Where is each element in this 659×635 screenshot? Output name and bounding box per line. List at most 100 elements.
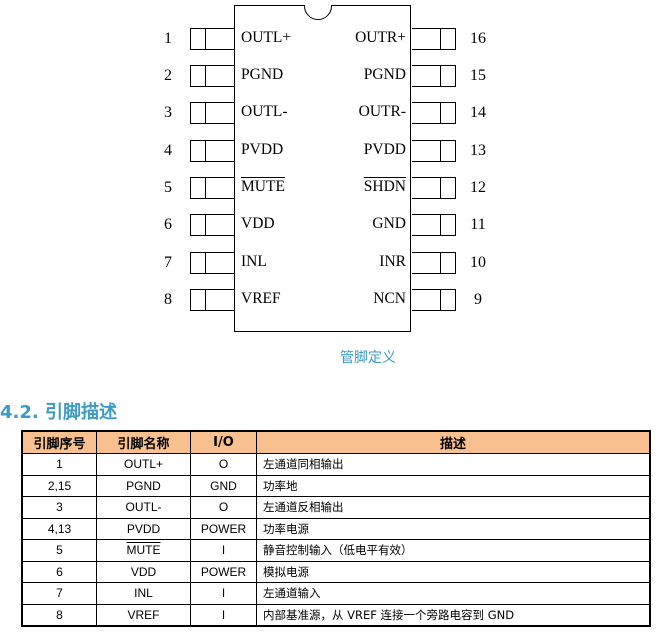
pin-lead: [190, 102, 234, 124]
description-cell: 静音控制输入（低电平有效）: [256, 539, 651, 562]
io-cell: I: [190, 603, 257, 627]
pin-number: 8: [164, 291, 172, 308]
pin-lead-divider: [440, 178, 441, 198]
pin-lead: [412, 214, 456, 236]
pin-number-cell: 3: [21, 496, 97, 519]
pin-lead: [412, 252, 456, 274]
cell-text: 左通道同相输出: [263, 457, 344, 472]
diagram-caption: 管脚定义: [340, 350, 396, 366]
pin-number: 15: [470, 67, 486, 84]
pin-label: OUTL-: [241, 103, 288, 120]
pin-name-cell: VREF: [96, 603, 191, 627]
pin-lead: [190, 252, 234, 274]
pin-number: 9: [474, 291, 482, 308]
pin-label: PGND: [241, 66, 284, 83]
cell-text: POWER: [200, 521, 247, 536]
pin-lead-divider: [205, 29, 206, 49]
pin-label: VDD: [241, 215, 275, 232]
cell-text: 内部基准源，从 VREF 连接一个旁路电容到 GND: [263, 607, 515, 622]
cell-text: O: [218, 457, 229, 472]
cell-text: 左通道输入: [263, 586, 321, 601]
pin-label: SHDN: [363, 178, 406, 195]
cell-text: 3: [56, 500, 63, 515]
pin-number: 3: [164, 104, 172, 121]
pin-name-cell: INL: [96, 582, 191, 605]
chip-body: [234, 5, 411, 332]
pin-lead: [412, 102, 456, 124]
cell-text: 7: [56, 586, 63, 601]
cell-text: I: [221, 543, 226, 558]
io-cell: I: [190, 582, 257, 605]
description-cell: 模拟电源: [256, 560, 651, 583]
cell-text: OUTL+: [123, 457, 163, 472]
pin-lead: [190, 65, 234, 87]
pin-number: 14: [470, 104, 486, 121]
pin-name-cell: VDD: [96, 560, 191, 583]
io-cell: I: [190, 539, 257, 562]
pin-lead-divider: [205, 290, 206, 310]
io-cell: O: [190, 496, 257, 519]
pin-label: GND: [372, 215, 406, 232]
pin-table: 引脚序号 引脚名称 I/O 描述 1 OUTL+ O 左通道同相输出 2,15 PGND G…: [21, 430, 651, 627]
description-cell: 左通道同相输出: [256, 453, 651, 476]
pin-label: NCN: [373, 290, 406, 307]
pin-number: 13: [470, 142, 486, 159]
description-cell: 左通道反相输出: [256, 496, 651, 519]
cell-text: I: [221, 607, 226, 622]
pin-label: PVDD: [363, 141, 406, 158]
description-cell: 左通道输入: [256, 582, 651, 605]
pin-lead-divider: [205, 141, 206, 161]
pin-lead: [412, 140, 456, 162]
cell-text: VDD: [130, 564, 157, 579]
table-row: 2,15 PGND GND 功率地: [21, 474, 651, 497]
pin-label: OUTL+: [241, 29, 292, 46]
pin-number: 10: [470, 254, 486, 271]
table-row: 7 INL I 左通道输入: [21, 582, 651, 605]
cell-text: I: [221, 586, 226, 601]
pin-lead-divider: [205, 178, 206, 198]
io-cell: POWER: [190, 560, 257, 583]
description-cell: 功率电源: [256, 517, 651, 540]
pin-lead-divider: [205, 66, 206, 86]
pin-label: INL: [241, 253, 267, 270]
table-row: 5 MUTE I 静音控制输入（低电平有效）: [21, 539, 651, 562]
pin-lead-divider: [205, 253, 206, 273]
header-io: I/O: [190, 430, 257, 454]
cell-text: POWER: [200, 564, 247, 579]
pin-number: 12: [470, 179, 486, 196]
pin-lead: [412, 289, 456, 311]
pin-lead-divider: [205, 215, 206, 235]
pin-number: 16: [470, 30, 486, 47]
cell-text: 静音控制输入（低电平有效）: [263, 543, 413, 558]
pin-lead: [412, 65, 456, 87]
pin-lead: [190, 214, 234, 236]
pin-number-cell: 2,15: [21, 474, 97, 497]
cell-text: 功率电源: [263, 521, 309, 536]
pin-lead-divider: [440, 29, 441, 49]
pin-number-cell: 7: [21, 582, 97, 605]
pin-lead: [412, 28, 456, 50]
cell-text: 6: [56, 564, 63, 579]
cell-text: O: [218, 500, 229, 515]
cell-text: PGND: [126, 478, 161, 493]
pin-label: OUTR-: [358, 103, 406, 120]
pin-label: INR: [379, 253, 406, 270]
cell-text: 8: [56, 607, 63, 622]
pin-name-cell: OUTL-: [96, 496, 191, 519]
pin-lead-divider: [440, 66, 441, 86]
cell-text: 4,13: [47, 521, 72, 536]
table-row: 3 OUTL- O 左通道反相输出: [21, 496, 651, 519]
cell-text: 1: [56, 457, 63, 472]
pin-lead: [190, 28, 234, 50]
pin-name-cell: MUTE: [96, 539, 191, 562]
pin-lead-divider: [440, 103, 441, 123]
pin-label: OUTR+: [355, 29, 406, 46]
cell-text: 模拟电源: [263, 564, 309, 579]
cell-text: 2,15: [47, 478, 72, 493]
pin-lead-divider: [440, 290, 441, 310]
pin-number: 7: [164, 254, 172, 271]
pin-number-cell: 1: [21, 453, 97, 476]
table-header-row: 引脚序号 引脚名称 I/O 描述: [21, 430, 651, 454]
cell-text: 左通道反相输出: [263, 500, 344, 515]
cell-text: INL: [134, 586, 153, 601]
